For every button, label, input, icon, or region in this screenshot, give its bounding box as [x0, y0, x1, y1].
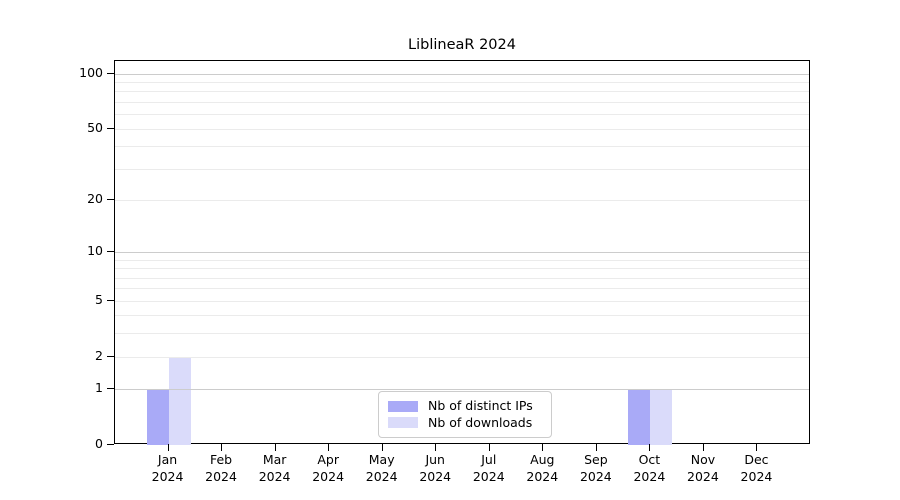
legend-item-distinct-ips: Nb of distinct IPs: [388, 398, 542, 414]
minor-gridline: [115, 288, 809, 290]
x-tick: [756, 444, 758, 451]
y-tick-label: 20: [87, 190, 103, 206]
major-gridline: [115, 389, 809, 391]
minor-gridline: [115, 315, 809, 317]
x-tick: [167, 444, 169, 451]
x-tick-label-month: Jun: [425, 452, 445, 467]
x-tick-label-year: 2024: [312, 468, 345, 484]
minor-gridline: [115, 168, 809, 170]
x-tick-label-year: 2024: [740, 468, 773, 484]
x-tick-label-year: 2024: [419, 468, 452, 484]
minor-gridline: [115, 199, 809, 201]
x-tick-label-month: Apr: [317, 452, 339, 467]
y-tick-label: 2: [95, 347, 103, 363]
bar-downloads: [650, 389, 673, 445]
x-tick-label-year: 2024: [258, 468, 291, 484]
x-tick-label-month: May: [368, 452, 395, 467]
x-tick-label-year: 2024: [526, 468, 559, 484]
legend-label-distinct-ips: Nb of distinct IPs: [428, 398, 533, 414]
x-tick-label-month: Oct: [638, 452, 661, 467]
x-tick-label: Aug 2024: [512, 452, 572, 485]
minor-gridline: [115, 128, 809, 130]
x-tick-label-month: Aug: [530, 452, 555, 467]
y-tick: [107, 72, 114, 74]
x-tick: [488, 444, 490, 451]
x-tick: [702, 444, 704, 451]
legend-swatch-downloads: [388, 417, 418, 429]
x-tick-label-month: Feb: [209, 452, 233, 467]
x-tick-label-month: Mar: [262, 452, 287, 467]
major-gridline: [115, 73, 809, 75]
x-tick-label: May 2024: [352, 452, 412, 485]
minor-gridline: [115, 146, 809, 148]
bar-distinct-ips: [628, 389, 651, 445]
x-tick-label: Jun 2024: [405, 452, 465, 485]
minor-gridline: [115, 91, 809, 93]
x-tick-label-month: Nov: [690, 452, 716, 467]
x-tick-label-year: 2024: [579, 468, 612, 484]
x-tick: [435, 444, 437, 451]
y-tick: [107, 198, 114, 200]
x-tick-label-month: Jan: [157, 452, 178, 467]
bar-downloads: [168, 356, 191, 445]
minor-gridline: [115, 81, 809, 83]
y-tick: [107, 299, 114, 301]
legend-item-downloads: Nb of downloads: [388, 415, 542, 431]
x-tick-label: Mar 2024: [245, 452, 305, 485]
x-tick-label: Jan 2024: [138, 452, 198, 485]
x-tick-label: Oct 2024: [619, 452, 679, 485]
y-tick: [107, 355, 114, 357]
minor-gridline: [115, 333, 809, 335]
x-tick: [274, 444, 276, 451]
x-tick: [542, 444, 544, 451]
y-tick-label: 10: [87, 242, 103, 258]
minor-gridline: [115, 300, 809, 302]
minor-gridline: [115, 268, 809, 270]
y-tick-label: 0: [95, 436, 103, 451]
plot-area: [114, 60, 810, 445]
minor-gridline: [115, 356, 809, 358]
y-tick-label: 1: [95, 380, 103, 396]
y-tick: [107, 388, 114, 390]
legend-swatch-distinct-ips: [388, 400, 418, 412]
y-tick-label: 50: [87, 119, 103, 135]
x-tick-label: Apr 2024: [298, 452, 358, 485]
x-tick-label: Nov 2024: [673, 452, 733, 485]
x-tick-label-year: 2024: [205, 468, 237, 484]
x-tick-label-year: 2024: [365, 468, 398, 484]
y-tick: [107, 127, 114, 129]
chart-title: LiblineaR 2024: [408, 37, 516, 53]
x-tick: [595, 444, 597, 451]
y-tick: [107, 444, 114, 445]
x-tick: [328, 444, 330, 451]
x-tick: [381, 444, 383, 451]
major-gridline: [115, 251, 809, 253]
x-tick-label: Feb 2024: [191, 452, 251, 485]
minor-gridline: [115, 114, 809, 116]
legend-label-downloads: Nb of downloads: [428, 414, 533, 430]
x-tick-label-month: Sep: [584, 452, 608, 467]
minor-gridline: [115, 277, 809, 279]
x-tick: [221, 444, 223, 451]
x-tick-label: Jul 2024: [459, 452, 519, 485]
y-tick-label: 100: [79, 64, 103, 80]
minor-gridline: [115, 101, 809, 103]
x-tick-label: Dec 2024: [726, 452, 786, 485]
x-tick-label-year: 2024: [472, 468, 505, 484]
x-tick-label-year: 2024: [687, 468, 719, 484]
minor-gridline: [115, 259, 809, 261]
x-tick-label-month: Jul: [481, 452, 497, 467]
y-tick-label: 5: [95, 291, 103, 307]
x-tick-label-year: 2024: [151, 468, 184, 484]
bar-distinct-ips: [146, 389, 169, 445]
y-tick: [107, 250, 114, 252]
x-tick-label: Sep 2024: [566, 452, 626, 485]
legend: Nb of distinct IPs Nb of downloads: [378, 391, 552, 438]
x-tick-label-month: Dec: [744, 452, 769, 467]
x-tick: [649, 444, 651, 451]
x-tick-label-year: 2024: [633, 468, 666, 484]
